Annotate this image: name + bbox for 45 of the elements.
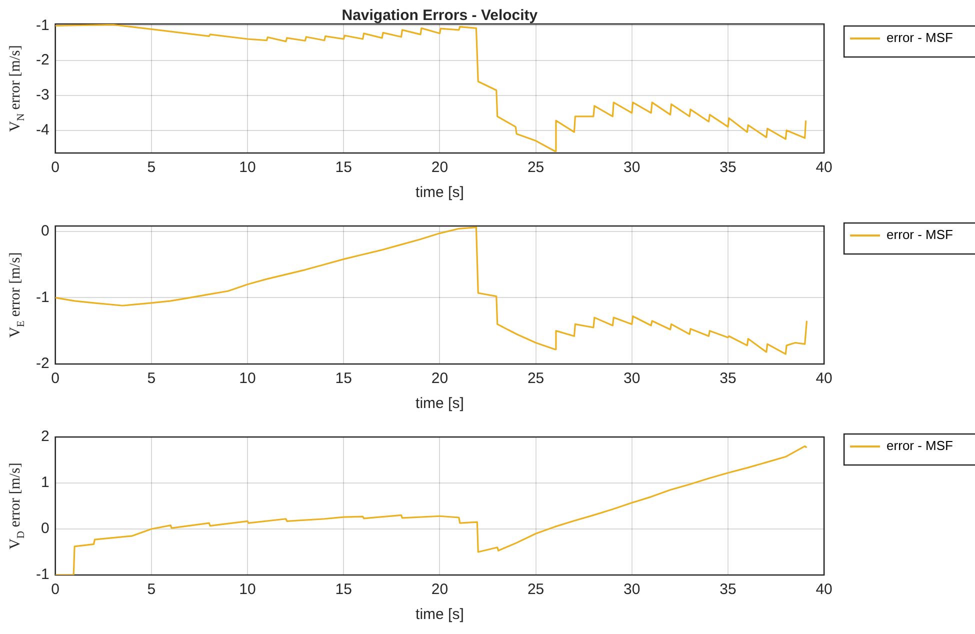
y-tick-label: -2 xyxy=(36,355,50,372)
x-tick-label: 20 xyxy=(431,159,448,176)
x-tick-label: 10 xyxy=(239,370,256,388)
x-tick-label: 20 xyxy=(431,370,448,388)
x-tick-label: 25 xyxy=(527,581,544,598)
y-tick-label: -4 xyxy=(36,121,50,138)
x-axis-title: time [s] xyxy=(416,395,464,412)
y-tick-label: -2 xyxy=(36,52,50,69)
x-tick-label: 30 xyxy=(624,581,640,598)
y-axis-title: VD error [m/s] xyxy=(7,462,27,550)
x-tick-label: 25 xyxy=(527,159,544,176)
y-tick-label: 1 xyxy=(40,474,50,492)
legend-label: error - MSF xyxy=(886,438,954,454)
x-tick-label: 35 xyxy=(720,581,736,598)
x-tick-label: 35 xyxy=(720,370,736,388)
y-axis-title: VE error [m/s] xyxy=(7,252,27,338)
x-tick-label: 5 xyxy=(147,370,156,388)
x-tick-label: 10 xyxy=(239,159,256,176)
x-axis-title: time [s] xyxy=(416,606,464,623)
legend-label: error - MSF xyxy=(886,30,954,46)
x-tick-label: 20 xyxy=(431,581,448,598)
x-tick-label: 5 xyxy=(147,159,156,176)
y-tick-label: 0 xyxy=(40,222,50,240)
y-tick-label: 0 xyxy=(40,520,50,538)
chart-title: Navigation Errors - Velocity xyxy=(342,7,538,24)
x-tick-label: 25 xyxy=(527,370,544,388)
x-tick-label: 15 xyxy=(335,581,352,598)
legend-label: error - MSF xyxy=(886,227,954,242)
x-tick-label: 40 xyxy=(816,159,832,176)
y-tick-label: -3 xyxy=(36,86,50,104)
y-tick-label: -1 xyxy=(36,288,50,306)
x-tick-label: 30 xyxy=(624,159,640,176)
x-tick-label: 40 xyxy=(816,370,832,388)
x-tick-label: 15 xyxy=(335,370,352,388)
x-tick-label: 30 xyxy=(624,370,640,388)
x-tick-label: 5 xyxy=(147,581,156,598)
x-tick-label: 10 xyxy=(239,581,256,598)
y-tick-label: -1 xyxy=(36,16,50,34)
x-tick-label: 35 xyxy=(720,159,736,176)
y-tick-label: -1 xyxy=(36,566,50,584)
x-tick-label: 40 xyxy=(816,581,832,598)
y-axis-title: VN error [m/s] xyxy=(7,45,27,132)
y-tick-label: 2 xyxy=(40,428,50,446)
x-tick-label: 15 xyxy=(335,159,352,176)
x-axis-title: time [s] xyxy=(416,184,464,201)
